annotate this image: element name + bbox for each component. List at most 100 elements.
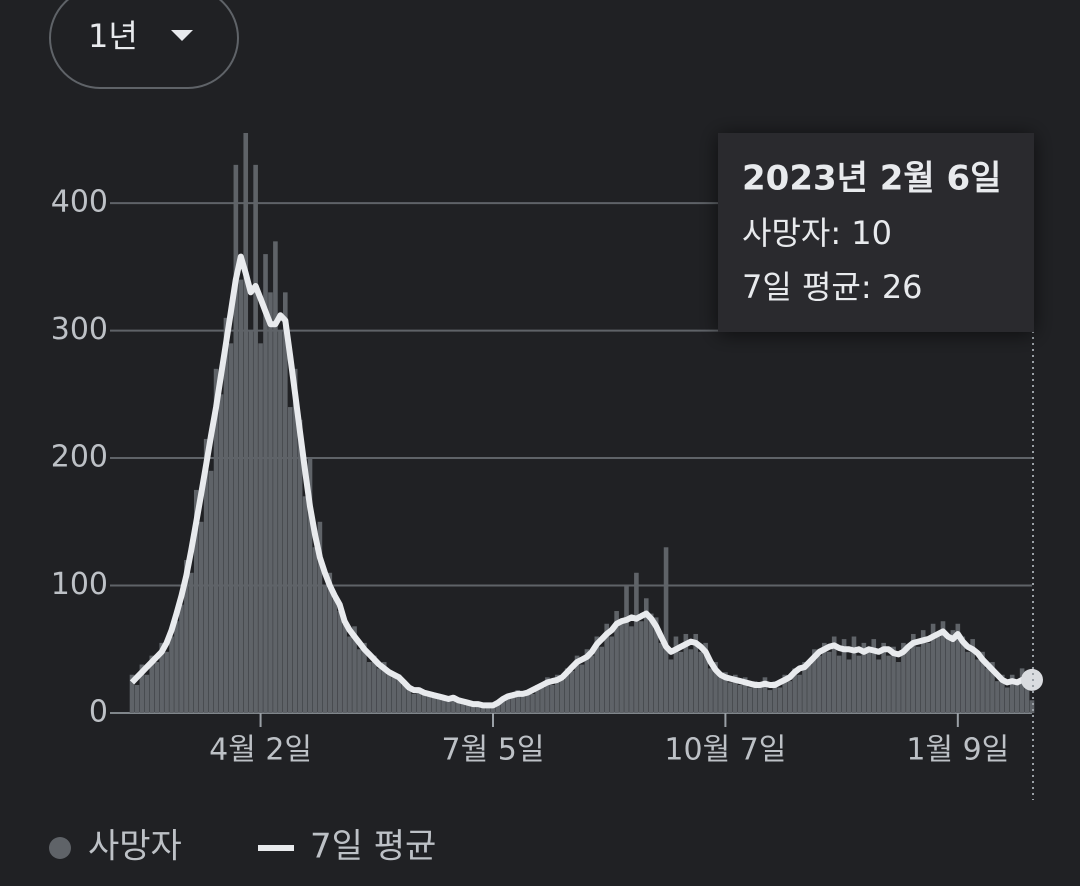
bar <box>372 655 377 713</box>
bar <box>772 681 778 713</box>
bar <box>861 642 867 713</box>
bar <box>609 636 614 713</box>
bar <box>683 633 689 713</box>
bar <box>639 621 644 713</box>
bar <box>223 317 229 713</box>
bar <box>673 636 679 713</box>
bar <box>386 674 392 713</box>
bar <box>164 651 169 713</box>
dropdown-arrow[interactable] <box>171 30 193 41</box>
bar <box>925 642 931 713</box>
bar <box>367 662 372 713</box>
bar <box>747 687 753 713</box>
bar <box>1009 674 1015 713</box>
bar <box>287 407 293 713</box>
bar <box>945 639 951 713</box>
bar <box>268 292 273 713</box>
bar <box>826 651 832 713</box>
bar <box>129 674 135 713</box>
bar <box>297 419 303 713</box>
tooltip-title: 2023년 2월 6일 <box>742 159 1001 199</box>
bar <box>426 692 432 713</box>
bar <box>1004 687 1010 713</box>
bar <box>737 684 743 713</box>
bar <box>480 706 486 713</box>
bar <box>376 668 382 713</box>
button-label[interactable]: 1년 <box>88 17 138 55</box>
bar <box>406 687 412 713</box>
bar <box>955 623 961 713</box>
bar <box>327 572 333 713</box>
bar <box>436 693 441 713</box>
bar <box>634 572 639 713</box>
bar <box>278 330 283 713</box>
tooltip: 2023년 2월 6일 사망자: 10 7일 평균: 26 <box>718 133 1034 332</box>
bar <box>461 702 466 713</box>
bar <box>490 706 496 713</box>
bar <box>871 639 877 713</box>
bar <box>658 642 664 713</box>
bar <box>258 343 263 713</box>
bar <box>322 585 328 713</box>
bar <box>965 651 971 713</box>
bar <box>688 649 694 713</box>
bar <box>169 636 174 713</box>
bar <box>203 438 209 713</box>
x-tick-label: 1월 9일 <box>906 733 1009 768</box>
bar <box>906 649 911 713</box>
bar <box>841 639 847 713</box>
bar <box>505 695 511 713</box>
bar <box>930 623 936 713</box>
bar <box>604 623 610 713</box>
bar <box>911 633 916 713</box>
bar <box>896 662 901 713</box>
bar <box>342 623 347 713</box>
bar <box>574 655 580 713</box>
bar <box>139 664 145 713</box>
bar <box>797 674 802 713</box>
bar <box>891 646 896 713</box>
bar <box>446 696 451 713</box>
bar <box>723 672 728 713</box>
bar <box>777 687 783 713</box>
bar <box>184 560 189 713</box>
bar <box>475 702 481 713</box>
button-outline[interactable] <box>49 0 239 89</box>
range-button[interactable]: 1년 <box>49 0 239 89</box>
bar <box>416 687 422 713</box>
bar <box>920 630 926 713</box>
bar <box>881 642 886 713</box>
tooltip-line: 사망자: 10 <box>742 214 892 252</box>
bar <box>876 659 882 713</box>
bar <box>728 682 733 713</box>
bar <box>980 651 985 713</box>
bar <box>317 521 323 713</box>
tooltip-value: 10 <box>851 214 892 252</box>
bar <box>228 343 234 713</box>
bar <box>465 701 471 713</box>
bar <box>614 611 619 713</box>
bar <box>554 674 560 713</box>
bar <box>530 693 535 713</box>
bar <box>802 662 807 713</box>
bar <box>668 659 674 713</box>
bar <box>233 164 239 713</box>
bar <box>144 674 150 713</box>
legend-label: 사망자 <box>88 827 182 867</box>
bar <box>263 254 268 713</box>
y-tick-label: 300 <box>51 312 108 347</box>
y-tick-label: 0 <box>89 695 108 730</box>
bar <box>495 701 501 713</box>
bar <box>213 368 219 713</box>
tooltip-series-name: 사망자 <box>742 214 830 252</box>
bar <box>792 668 797 713</box>
bar <box>208 470 214 713</box>
bar <box>1000 674 1005 713</box>
bar <box>149 655 155 713</box>
bar <box>678 651 684 713</box>
bar <box>401 684 407 713</box>
bar <box>159 642 164 713</box>
bar <box>1014 684 1020 713</box>
bar <box>134 684 140 713</box>
bar <box>332 598 338 713</box>
